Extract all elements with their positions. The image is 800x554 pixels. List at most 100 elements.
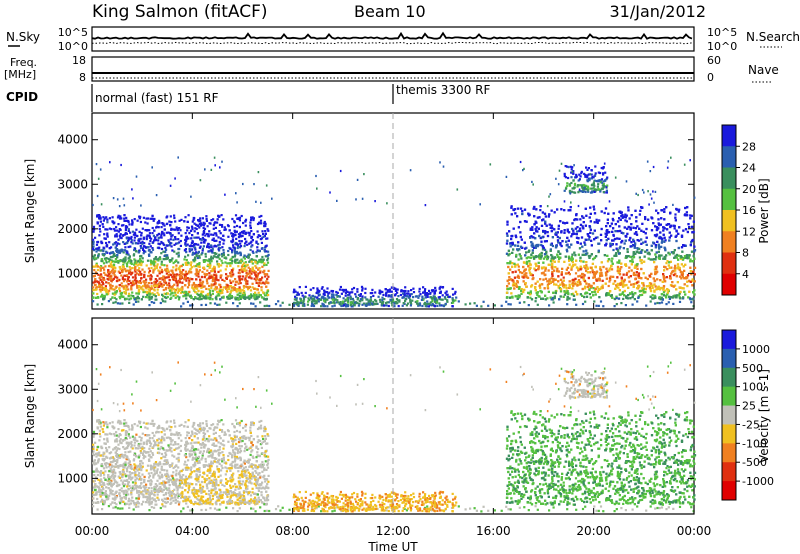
scatter-cell (344, 288, 347, 291)
scatter-cell (242, 292, 245, 295)
scatter-cell (195, 236, 198, 239)
scatter-cell (277, 300, 280, 303)
scatter-cell (173, 243, 176, 246)
scatter-cell (93, 269, 96, 272)
scatter-cell (123, 297, 127, 300)
scatter-cell (409, 293, 412, 296)
scatter-cell (100, 241, 103, 245)
scatter-cell (619, 283, 622, 286)
scatter-cell (238, 216, 242, 219)
scatter-cell (307, 297, 310, 300)
scatter-cell (655, 288, 658, 291)
scatter-cell (129, 237, 133, 240)
scatter-cell (97, 273, 100, 276)
scatter-cell (512, 227, 515, 230)
scatter-cell (296, 291, 299, 294)
scatter-cell (179, 244, 182, 247)
scatter-cell (150, 297, 153, 300)
scatter-cell (107, 257, 110, 260)
scatter-cell (222, 234, 225, 237)
scatter-cell (647, 257, 650, 260)
scatter-cell (153, 281, 156, 284)
scatter-cell (256, 246, 259, 249)
scatter-cell (197, 270, 200, 273)
scatter-cell (609, 242, 612, 245)
scatter-cell (184, 249, 187, 252)
scatter-cell (225, 273, 228, 276)
scatter-cell (94, 278, 97, 281)
scatter-cell (685, 211, 688, 214)
freq-unit: [MHz] (4, 68, 36, 81)
scatter-cell (148, 298, 151, 301)
scatter-cell (166, 284, 169, 287)
scatter-cell (157, 226, 160, 229)
scatter-cell (94, 296, 98, 299)
scatter-cell (254, 273, 257, 276)
scatter-cell (177, 261, 180, 264)
scatter-cell (431, 298, 434, 301)
scatter-cell (188, 245, 191, 248)
scatter-cell (678, 292, 681, 295)
scatter-cell (110, 264, 113, 267)
scatter-cell (152, 263, 156, 266)
scatter-cell (166, 264, 169, 267)
scatter-cell (660, 296, 663, 299)
scatter-cell (184, 232, 187, 235)
scatter-cell (139, 237, 142, 240)
scatter-cell (549, 296, 552, 299)
scatter-cell (687, 296, 690, 299)
scatter-cell (173, 216, 176, 220)
scatter-cell (395, 298, 399, 301)
scatter-cell (665, 296, 668, 299)
scatter-cell (109, 298, 112, 301)
cpid-segment-1: normal (fast) 151 RF (95, 91, 219, 105)
scatter-cell (197, 285, 200, 288)
scatter-cell (251, 266, 254, 269)
scatter-cell (436, 304, 439, 307)
scatter-cell (221, 291, 224, 294)
scatter-cell (105, 261, 108, 264)
scatter-cell (349, 297, 352, 300)
scatter-cell (409, 298, 412, 301)
scatter-cell (327, 296, 330, 299)
scatter-cell (307, 300, 310, 303)
scatter-cell (640, 238, 643, 241)
scatter-cell (118, 287, 121, 290)
scatter-cell (249, 259, 252, 262)
scatter-cell (213, 267, 216, 270)
scatter-cell (147, 246, 150, 249)
scatter-cell (387, 304, 390, 308)
scatter-cell (258, 295, 261, 298)
scatter-cell (395, 288, 398, 291)
scatter-cell (151, 217, 154, 220)
scatter-cell (215, 252, 218, 255)
scatter-cell (127, 292, 131, 295)
scatter-cell (115, 279, 119, 283)
scatter-cell (233, 229, 236, 232)
scatter-cell (193, 252, 196, 255)
scatter-cell (176, 287, 179, 290)
scatter-cell (637, 296, 640, 299)
scatter-cell (115, 249, 118, 252)
scatter-cell (136, 219, 139, 222)
scatter-cell (423, 290, 426, 293)
scatter-cell (626, 248, 629, 251)
scatter-cell (112, 277, 115, 280)
scatter-cell (148, 292, 151, 295)
scatter-cell (154, 278, 157, 281)
scatter-cell (112, 263, 116, 266)
scatter-cell (107, 282, 110, 285)
scatter-cell (137, 286, 140, 289)
scatter-cell (148, 289, 151, 292)
scatter-cell (96, 303, 99, 306)
scatter-cell (124, 249, 127, 252)
scatter-cell (341, 288, 344, 291)
scatter-cell (184, 248, 187, 251)
scatter-cell (118, 251, 122, 254)
scatter-cell (381, 299, 384, 302)
scatter-cell (258, 260, 261, 263)
scatter-cell (185, 244, 188, 247)
scatter-cell (382, 304, 385, 307)
scatter-cell (240, 295, 243, 298)
scatter-cell (410, 302, 413, 305)
